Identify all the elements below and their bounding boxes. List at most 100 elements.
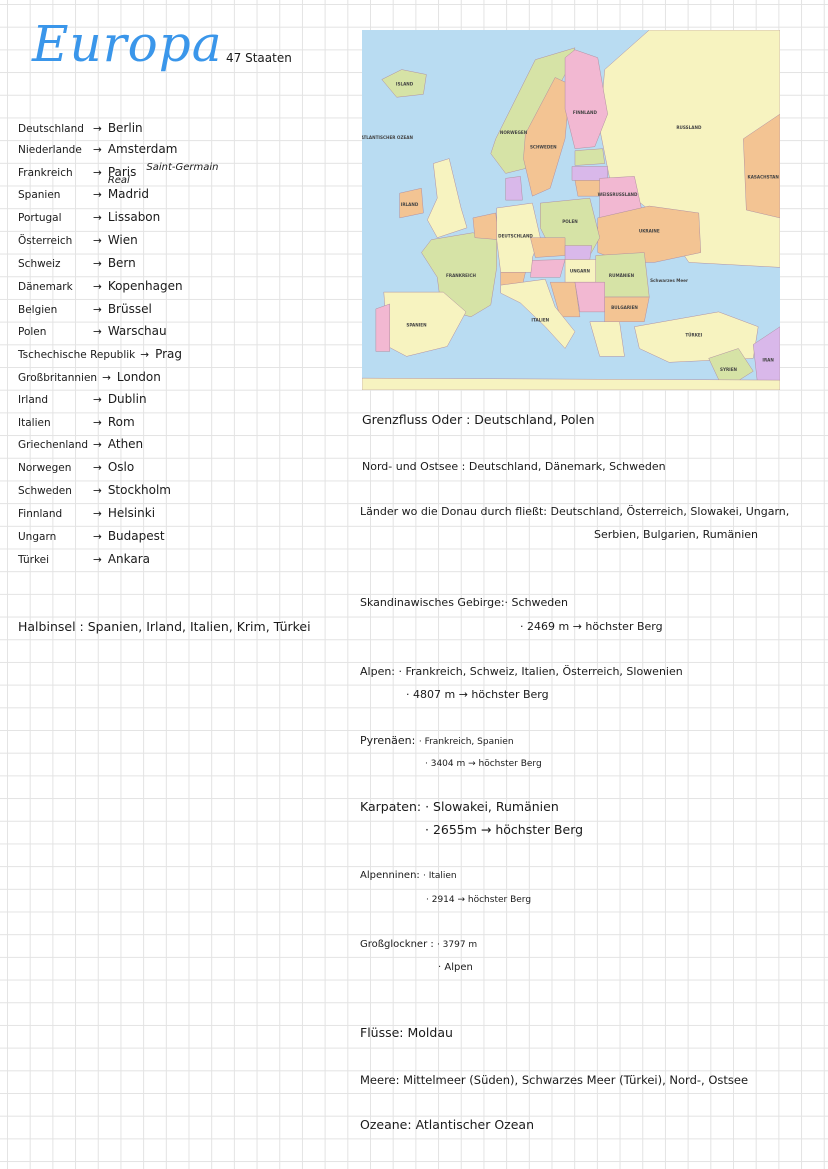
country-benelux	[472, 212, 499, 240]
country-name: Österreich	[18, 235, 73, 247]
country-bulgaria	[604, 296, 650, 323]
arrow-icon: →	[93, 167, 102, 179]
map-label: TÜRKEI	[685, 333, 702, 338]
map-label: POLEN	[562, 219, 578, 224]
country-serbia	[574, 281, 605, 313]
note-ozeane: Ozeane: Atlantischer Ozean	[360, 1117, 535, 1132]
capital-name: Helsinki	[107, 506, 156, 520]
country-italy	[500, 278, 576, 349]
note-donau: Länder wo die Donau durch fließt: Deutsc…	[360, 505, 790, 518]
map-label: DEUTSCHLAND	[498, 234, 533, 239]
capital-row: Schweiz → Bern	[18, 255, 136, 271]
arrow-icon: →	[93, 508, 102, 520]
note-pyrenaeen: Pyrenäen: · Frankreich, Spanien	[360, 734, 514, 747]
country-name: Norwegen	[18, 462, 72, 474]
map-label: ISLAND	[396, 81, 414, 86]
arrow-icon: →	[93, 212, 102, 224]
country-name: Belgien	[18, 304, 58, 316]
capital-wrapper: Paris Saint-Germain	[108, 162, 219, 181]
note-grenzfluss: Grenzfluss Oder : Deutschland, Polen	[362, 412, 595, 427]
country-turkey	[634, 311, 759, 363]
arrow-icon: →	[102, 372, 111, 384]
capital-row: Ungarn → Budapest	[18, 528, 165, 544]
country-name: Schweden	[18, 485, 72, 497]
country-ukraine	[597, 205, 702, 263]
country-slovakia	[564, 245, 593, 260]
capital-row: Norwegen → Oslo	[18, 459, 134, 475]
capital-row: Polen → Warschau	[18, 323, 167, 339]
arrow-icon: →	[93, 554, 102, 566]
note-apenninen: Alpenninen: · Italien	[360, 870, 457, 881]
capital-name: Amsterdam	[107, 142, 178, 156]
country-estonia	[574, 148, 605, 166]
country-greece	[589, 321, 625, 357]
map-label: IRAN	[762, 357, 774, 362]
country-name: Großbritannien	[18, 372, 98, 384]
country-uk	[427, 158, 468, 238]
capital-wrapper: Athen	[108, 436, 143, 453]
country-kazakhstan	[743, 113, 780, 219]
note-grossglockner: Großglockner : · 3797 m	[360, 939, 478, 950]
europe-map: RUSSLAND FINNLAND SCHWEDEN NORWEGEN ISLAND IR…	[362, 30, 780, 390]
map-label: WEISSRUSSLAND	[598, 192, 638, 197]
capital-row: Finnland → Helsinki	[18, 505, 155, 521]
capital-name: Madrid	[107, 187, 150, 201]
halbinsel-label: Halbinsel : Spanien, Irland, Italien, Kr…	[18, 619, 311, 634]
country-iceland	[381, 69, 427, 98]
arrow-icon: →	[93, 144, 102, 156]
note-pyrenaeen-height: · 3404 m → höchster Berg	[425, 759, 542, 769]
arrow-icon: →	[93, 439, 102, 451]
country-czech	[530, 237, 566, 258]
country-north-africa	[362, 377, 780, 390]
map-label: NORWEGEN	[500, 130, 528, 135]
capital-wrapper: Dublin	[108, 391, 147, 408]
country-name: Finnland	[18, 508, 63, 520]
country-name: Italien	[18, 417, 51, 429]
country-name: Dänemark	[18, 281, 73, 293]
capital-wrapper: Amsterdam	[108, 141, 178, 158]
capital-name: London	[116, 370, 161, 384]
capital-wrapper: Budapest	[108, 528, 165, 545]
capital-wrapper: Ankara	[108, 551, 150, 568]
note-skandinavisch: Skandinawisches Gebirge:· Schweden	[360, 596, 569, 609]
arrow-icon: →	[93, 189, 102, 201]
map-label: RUSSLAND	[676, 125, 702, 130]
map-label: FINNLAND	[573, 110, 598, 115]
capital-name: Berlin	[107, 121, 143, 135]
capital-name: Stockholm	[107, 483, 171, 497]
capital-name: Athen	[107, 437, 144, 451]
note-alpen: Alpen: · Frankreich, Schweiz, Italien, Ö…	[360, 665, 683, 678]
capital-wrapper: Prag	[155, 346, 182, 363]
page-title: Europa	[32, 15, 223, 73]
map-label: ITALIEN	[531, 318, 549, 323]
note-karpaten-height: · 2655m → höchster Berg	[425, 822, 584, 837]
country-name: Irland	[18, 394, 49, 406]
arrow-icon: →	[93, 394, 102, 406]
capital-name: Oslo	[107, 460, 135, 474]
map-label: KASACHSTAN	[748, 174, 780, 179]
map-label: SCHWEDEN	[530, 145, 557, 150]
capital-name: Warschau	[107, 324, 167, 338]
arrow-icon: →	[93, 235, 102, 247]
arrow-icon: →	[93, 417, 102, 429]
capital-note: Real	[107, 175, 130, 186]
note-skandinavisch-height: · 2469 m → höchster Berg	[520, 620, 663, 633]
capital-row: Spanien → Madrid Real	[18, 175, 150, 202]
map-label: IRLAND	[401, 202, 419, 207]
arrow-icon: →	[93, 462, 102, 474]
capital-row: Griechenland → Athen	[18, 436, 143, 452]
note-apenninen-height: · 2914 → höchster Berg	[426, 895, 532, 905]
capital-row: Türkei → Ankara	[18, 551, 150, 567]
arrow-icon: →	[93, 123, 102, 135]
capital-wrapper: Helsinki	[108, 505, 155, 522]
capital-row: Portugal → Lissabon	[18, 209, 160, 225]
country-name: Griechenland	[18, 439, 89, 451]
country-name: Polen	[18, 326, 47, 338]
arrow-icon: →	[140, 349, 150, 361]
country-name: Portugal	[18, 212, 62, 224]
capital-wrapper: Kopenhagen	[108, 278, 183, 295]
country-name: Türkei	[18, 554, 50, 566]
country-iran	[752, 326, 780, 390]
capital-name: Bern	[107, 256, 136, 270]
capital-row: Deutschland → Berlin	[18, 120, 143, 136]
